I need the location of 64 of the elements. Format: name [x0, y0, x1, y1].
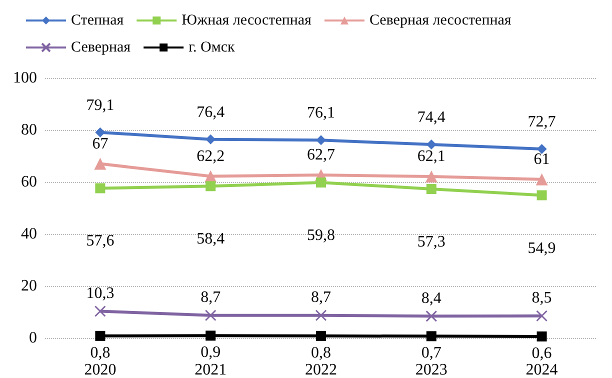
data-label: 62,7: [307, 146, 335, 164]
x-tick-label: 2023: [415, 362, 448, 378]
point: [206, 330, 216, 341]
legend-label: Северная лесостепная: [369, 12, 512, 28]
data-label: 8,7: [311, 289, 331, 306]
y-tick-label: 40: [21, 226, 37, 242]
data-label: 0,8: [90, 344, 110, 362]
data-label: 0,7: [421, 344, 442, 362]
data-label: 67: [92, 135, 108, 152]
data-label: 8,5: [532, 290, 552, 307]
point: [94, 305, 106, 317]
y-tick-label: 60: [21, 174, 37, 190]
point: [204, 310, 216, 322]
data-label: 79,1: [86, 96, 114, 114]
x-tick-label: 2020: [84, 362, 116, 378]
point: [206, 181, 216, 192]
point: [536, 331, 547, 342]
data-label: 8,7: [200, 289, 221, 306]
point: [95, 127, 106, 138]
legend-label: Северная: [71, 40, 131, 56]
x-tick-label: 2022: [305, 362, 337, 378]
x-tick-label: 2024: [526, 362, 558, 378]
data-label: 57,3: [417, 234, 446, 251]
data-label: 76,1: [307, 104, 335, 122]
point: [425, 170, 438, 183]
data-label: 8,4: [421, 290, 442, 307]
data-label: 58,4: [196, 230, 225, 248]
point: [94, 158, 106, 170]
legend-label: Степная: [71, 12, 124, 28]
data-label: 76,4: [196, 104, 225, 121]
data-label: 74,4: [417, 109, 446, 126]
data-label: 61: [534, 150, 550, 168]
x-tick-label: 2021: [194, 362, 227, 378]
point: [536, 190, 547, 200]
y-tick-label: 100: [13, 70, 37, 86]
point: [426, 310, 438, 322]
legend-label: Южная лесостепная: [182, 12, 312, 28]
data-label: 10,3: [86, 284, 114, 302]
y-tick-label: 20: [21, 278, 37, 294]
data-label: 72,7: [528, 113, 556, 130]
point: [536, 173, 548, 186]
point: [315, 310, 327, 322]
point: [536, 144, 547, 154]
legend-label: г. Омск: [188, 40, 236, 56]
point: [426, 184, 436, 194]
data-label: 0,6: [532, 344, 552, 362]
point: [95, 330, 106, 341]
point: [316, 178, 326, 188]
data-label: 0,8: [311, 344, 331, 362]
data-label: 62,2: [196, 148, 225, 165]
data-label: 62,1: [417, 148, 446, 166]
point: [426, 331, 436, 342]
data-label: 54,9: [528, 240, 556, 257]
data-label: 57,6: [86, 232, 114, 250]
y-tick-label: 0: [29, 330, 37, 346]
point: [426, 140, 436, 150]
data-label: 0,9: [200, 344, 221, 362]
point: [95, 183, 106, 194]
point: [206, 134, 216, 144]
point: [316, 330, 326, 341]
y-tick-label: 80: [21, 122, 37, 138]
point: [316, 135, 326, 146]
point: [536, 310, 548, 322]
data-label: 59,8: [307, 227, 335, 244]
